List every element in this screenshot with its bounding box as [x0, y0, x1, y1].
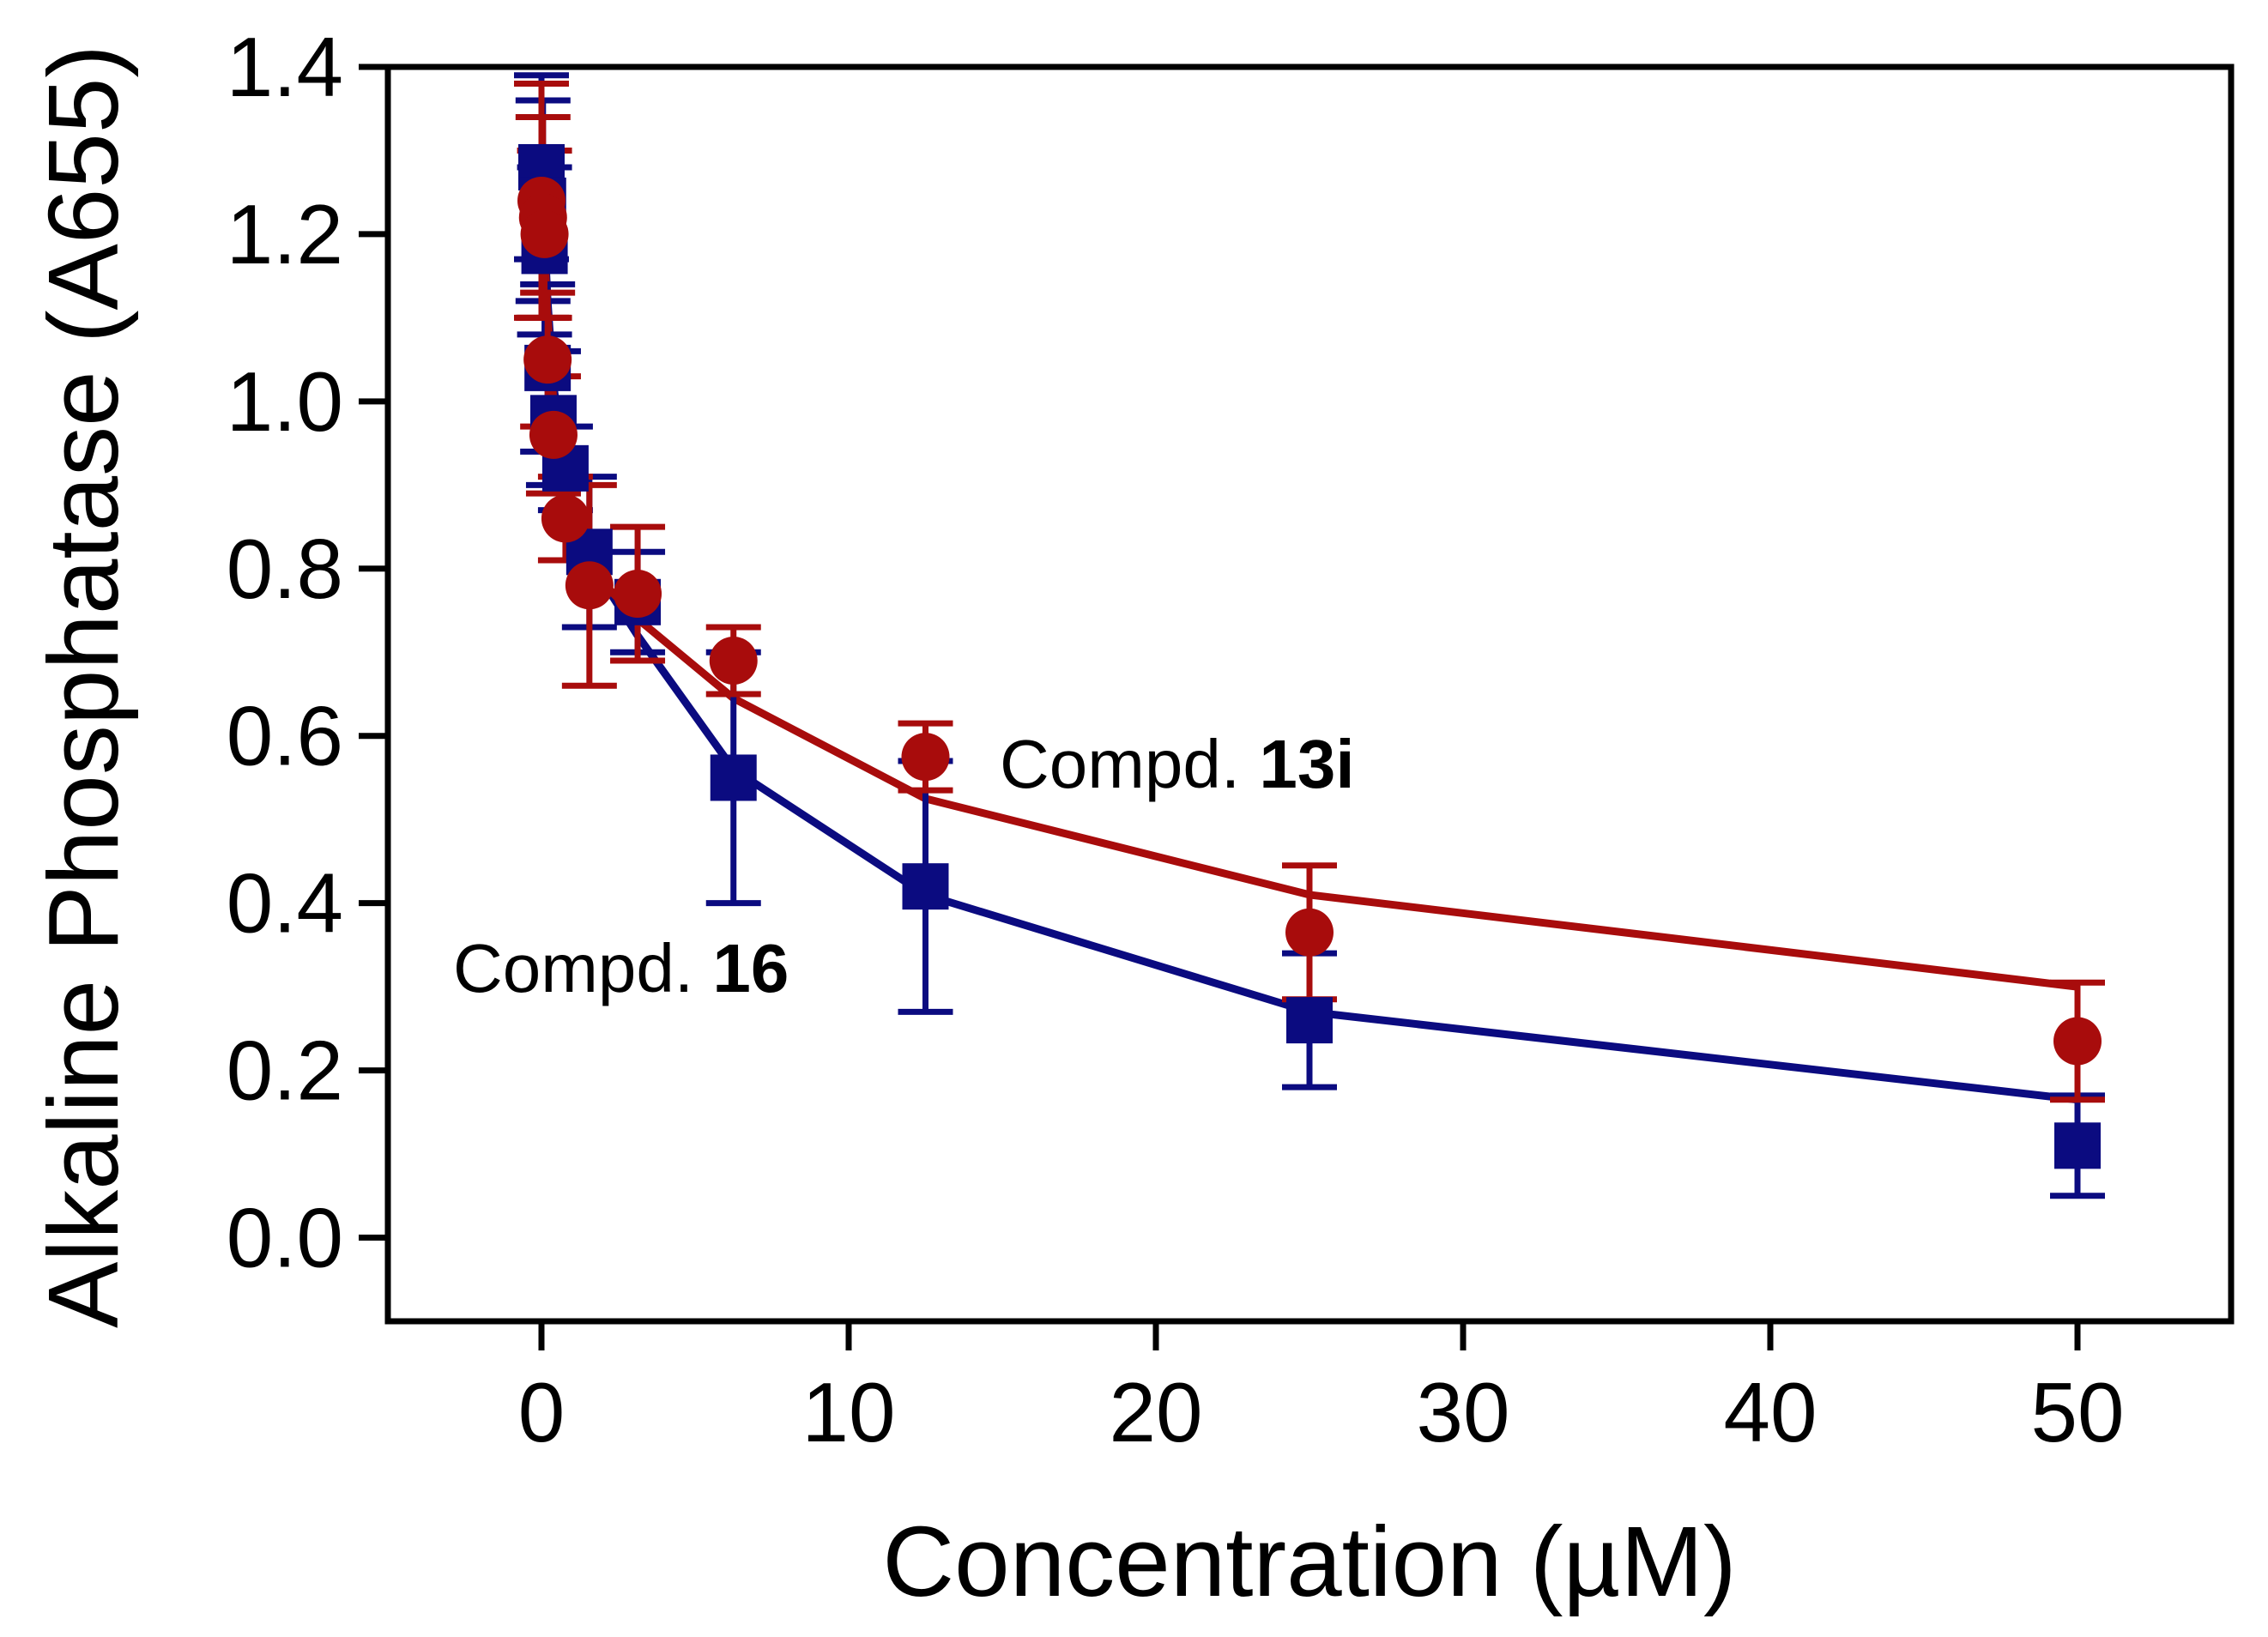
- y-axis-ticks: 0.0 0.2 0.4 0.6 0.8 1.0 1.2 1.4: [227, 20, 388, 1285]
- data-point-compd-16: [710, 754, 757, 801]
- data-point-compd-16: [902, 863, 949, 910]
- data-point-compd-13i: [2053, 1017, 2102, 1066]
- x-tick-label: 30: [1416, 1365, 1509, 1459]
- y-tick-label: 0.4: [227, 856, 343, 951]
- data-point-compd-13i: [1285, 908, 1334, 957]
- x-axis-label: Concentration (µM): [882, 1506, 1736, 1617]
- x-tick-label: 0: [518, 1365, 565, 1459]
- data-point-compd-13i: [520, 209, 569, 258]
- y-tick-label: 0.8: [227, 522, 343, 616]
- y-tick-label: 0.2: [227, 1024, 343, 1118]
- data-point-compd-13i: [565, 561, 614, 610]
- y-tick-label: 1.2: [227, 187, 343, 281]
- series-label-prefix: Compd.: [1000, 726, 1259, 802]
- x-tick-label: 20: [1109, 1365, 1202, 1459]
- series-label-number: 13i: [1259, 726, 1354, 802]
- series-label-compd-13i: Compd. 13i: [1000, 726, 1355, 802]
- y-tick-label: 0.6: [227, 689, 343, 783]
- data-markers: [517, 143, 2102, 1169]
- x-tick-label: 10: [801, 1365, 895, 1459]
- y-tick-label: 1.0: [227, 354, 343, 449]
- series-label-compd-16: Compd. 16: [453, 930, 789, 1006]
- plot-frame: [384, 63, 2235, 1325]
- y-tick-label: 0.0: [227, 1191, 343, 1285]
- data-point-compd-13i: [614, 570, 662, 619]
- data-point-compd-16: [1286, 997, 1333, 1044]
- series-label-prefix: Compd.: [453, 930, 712, 1006]
- x-tick-label: 40: [1723, 1365, 1817, 1459]
- data-point-compd-16: [2054, 1122, 2101, 1169]
- data-point-compd-13i: [529, 410, 578, 459]
- data-point-compd-13i: [523, 335, 572, 384]
- series-label-number: 16: [712, 930, 789, 1006]
- y-axis-label: Alkaline Phosphatase (A655): [27, 45, 139, 1328]
- x-axis-ticks: 0 10 20 30 40 50: [518, 1321, 2125, 1459]
- y-tick-label: 1.4: [227, 20, 343, 114]
- data-point-compd-13i: [709, 637, 758, 686]
- x-tick-label: 50: [2030, 1365, 2124, 1459]
- data-point-compd-13i: [901, 733, 950, 782]
- data-point-compd-13i: [541, 494, 590, 543]
